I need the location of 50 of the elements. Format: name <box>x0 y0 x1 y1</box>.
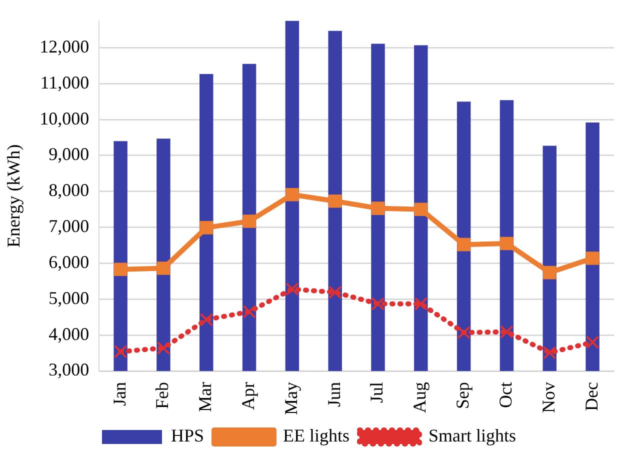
point <box>457 326 470 340</box>
point <box>114 262 128 276</box>
point <box>414 297 428 310</box>
point <box>500 325 514 339</box>
x-tick-label: Mar <box>195 382 216 412</box>
x-tick-label: May <box>280 382 301 416</box>
y-tick-label: 12,000 <box>40 36 90 56</box>
point <box>200 312 214 326</box>
point <box>156 341 170 355</box>
legend-label: Smart lights <box>428 426 516 446</box>
point <box>542 346 556 360</box>
point <box>200 221 214 234</box>
point <box>242 214 256 228</box>
point <box>586 336 600 349</box>
y-tick-label: 7,000 <box>48 216 90 236</box>
point <box>457 238 470 252</box>
point <box>328 286 342 299</box>
y-tick-label: 6,000 <box>48 252 90 272</box>
y-tick-label: 3,000 <box>48 360 90 380</box>
x-tick-label: Sep <box>452 382 473 410</box>
y-axis-title: Energy (kWh) <box>4 144 24 248</box>
x-tick-label: Nov <box>538 382 558 414</box>
point <box>414 202 428 216</box>
point <box>371 297 385 310</box>
legend-label: EE lights <box>283 426 350 446</box>
point <box>242 305 256 318</box>
point <box>156 262 170 275</box>
x-tick-label: Dec <box>581 382 602 411</box>
point <box>500 236 514 250</box>
point <box>328 194 342 208</box>
x-tick-label: Oct <box>495 382 516 408</box>
x-tick-label: Aug <box>410 382 430 414</box>
y-tick-label: 11,000 <box>40 72 90 92</box>
y-tick-label: 5,000 <box>48 288 90 308</box>
y-tick-label: 4,000 <box>48 324 90 344</box>
y-tick-label: 9,000 <box>48 144 90 164</box>
y-tick-label: 8,000 <box>48 180 90 200</box>
legend-label: HPS <box>170 426 204 446</box>
point <box>371 202 385 215</box>
point <box>542 266 556 280</box>
x-tick-label: Jan <box>109 382 130 406</box>
y-tick-label: 10,000 <box>40 108 90 128</box>
point <box>286 188 299 202</box>
point <box>586 252 600 265</box>
x-tick-label: Jul <box>366 382 387 404</box>
x-tick-label: Jun <box>324 382 344 408</box>
x-tick-label: Apr <box>238 382 258 410</box>
x-tick-label: Feb <box>152 382 172 410</box>
point <box>286 282 299 296</box>
point <box>114 344 128 358</box>
